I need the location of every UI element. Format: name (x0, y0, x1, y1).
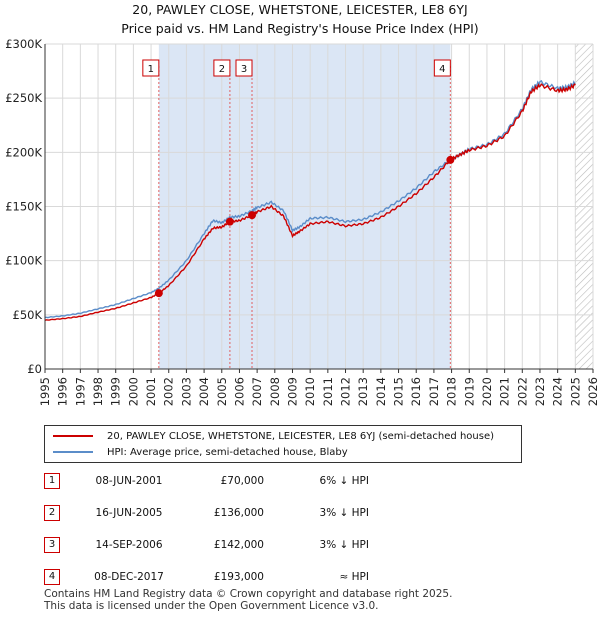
footer-copyright: Contains HM Land Registry data © Crown c… (44, 588, 453, 600)
footer-licence: This data is licensed under the Open Gov… (44, 600, 379, 612)
sale-number-box (142, 59, 160, 77)
y-tick-label: £300K (5, 37, 42, 51)
transaction-number-badge: 3 (44, 537, 60, 553)
transaction-date: 08-DEC-2017 (94, 571, 164, 583)
x-tick-label: 1999 (109, 377, 123, 406)
x-tick-label: 2023 (533, 377, 547, 406)
y-tick-label: £50K (13, 308, 43, 322)
chart-title-line2: Price paid vs. HM Land Registry's House … (121, 21, 479, 36)
table-row: 1 08-JUN-2001 £70,000 6% ↓ HPI (44, 473, 544, 491)
x-tick-label: 2017 (427, 377, 441, 406)
x-tick-label: 2015 (392, 377, 406, 406)
x-tick-label: 2004 (197, 377, 211, 406)
legend-item-price: 20, PAWLEY CLOSE, WHETSTONE, LEICESTER, … (53, 428, 494, 444)
x-tick-label: 1997 (73, 377, 87, 406)
transaction-hpi-diff: 3% ↓ HPI (319, 507, 369, 519)
transaction-date: 14-SEP-2006 (95, 539, 163, 551)
x-tick-label: 2020 (480, 377, 494, 406)
x-tick-label: 2002 (162, 377, 176, 406)
sale-number-label: 2 (219, 64, 225, 75)
table-row: 4 08-DEC-2017 £193,000 ≈ HPI (44, 569, 544, 587)
sale-number-label: 4 (439, 64, 445, 75)
x-tick-label: 2012 (339, 377, 353, 406)
transaction-price: £193,000 (213, 571, 264, 583)
x-tick-label: 2006 (232, 377, 246, 406)
hpi-line-swatch (53, 451, 93, 453)
transaction-date: 16-JUN-2005 (95, 507, 163, 519)
sale-number-label: 3 (241, 64, 247, 75)
x-tick-label: 2026 (586, 377, 600, 406)
x-tick-label: 2021 (498, 377, 512, 406)
sale-number-label: 1 (148, 64, 154, 75)
price-line-swatch (53, 435, 93, 437)
x-tick-label: 1996 (56, 377, 70, 406)
transaction-number-badge: 1 (44, 473, 60, 489)
price-chart: 1 2 3 4 £0 £50K £100K £150K £200K £250K £300K 1995… (5, 37, 600, 406)
transaction-price: £136,000 (213, 507, 264, 519)
x-tick-label: 2009 (285, 377, 299, 406)
x-tick-label: 2005 (215, 377, 229, 406)
y-tick-label: £200K (5, 145, 42, 159)
legend-item-hpi: HPI: Average price, semi-detached house,… (53, 444, 348, 460)
sale-number-box (235, 59, 253, 77)
x-tick-label: 1998 (91, 377, 105, 406)
y-tick-label: £250K (5, 91, 42, 105)
transaction-hpi-diff: ≈ HPI (339, 571, 369, 583)
table-row: 2 16-JUN-2005 £136,000 3% ↓ HPI (44, 505, 544, 523)
transaction-price: £142,000 (213, 539, 264, 551)
x-tick-label: 2013 (356, 377, 370, 406)
sale-number-box (213, 59, 231, 77)
x-tick-label: 2014 (374, 377, 388, 406)
x-tick-label: 2000 (126, 377, 140, 406)
transaction-hpi-diff: 3% ↓ HPI (319, 539, 369, 551)
chart-legend: 20, PAWLEY CLOSE, WHETSTONE, LEICESTER, … (44, 425, 522, 463)
table-row: 3 14-SEP-2006 £142,000 3% ↓ HPI (44, 537, 544, 555)
x-tick-label: 2022 (515, 377, 529, 406)
x-tick-label: 2007 (250, 377, 264, 406)
footer-attribution: Contains HM Land Registry data © Crown c… (44, 588, 452, 612)
legend-hpi-label: HPI: Average price, semi-detached house,… (107, 446, 348, 458)
sale-point (446, 155, 455, 164)
x-tick-label: 2016 (409, 377, 423, 406)
sale-number-box (433, 59, 451, 77)
x-tick-label: 2025 (568, 377, 582, 406)
x-tick-label: 1995 (38, 377, 52, 406)
x-tick-label: 2019 (462, 377, 476, 406)
y-tick-label: £150K (5, 200, 42, 214)
x-tick-label: 2003 (179, 377, 193, 406)
transaction-number-badge: 4 (44, 569, 60, 585)
price-paid-series-line (44, 83, 576, 321)
x-tick-label: 2011 (321, 377, 335, 406)
x-tick-label: 2018 (445, 377, 459, 406)
sale-point (248, 211, 257, 220)
x-tick-label: 2001 (144, 377, 158, 406)
chart-title-line1: 20, PAWLEY CLOSE, WHETSTONE, LEICESTER, … (132, 2, 468, 17)
transaction-date: 08-JUN-2001 (95, 475, 163, 487)
transaction-number-badge: 2 (44, 505, 60, 521)
transaction-price: £70,000 (220, 475, 264, 487)
y-tick-label: £0 (27, 362, 42, 376)
x-tick-label: 2010 (303, 377, 317, 406)
transaction-hpi-diff: 6% ↓ HPI (319, 475, 369, 487)
legend-price-label: 20, PAWLEY CLOSE, WHETSTONE, LEICESTER, … (107, 430, 495, 442)
x-tick-label: 2008 (268, 377, 282, 406)
y-tick-label: £100K (5, 254, 42, 268)
x-tick-label: 2024 (551, 377, 565, 406)
sale-point (154, 289, 163, 298)
sale-point (225, 217, 234, 226)
